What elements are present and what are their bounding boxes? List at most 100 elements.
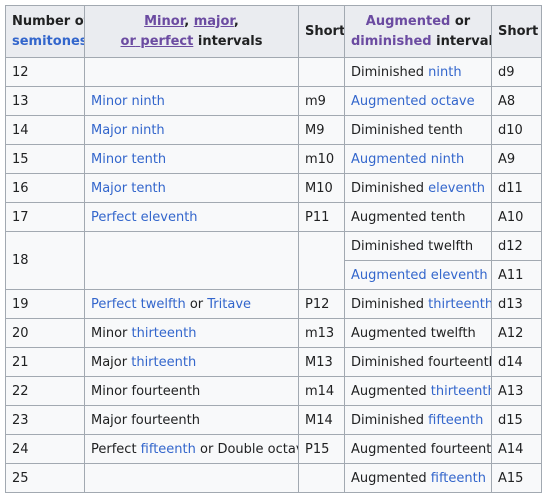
aug-dim-short-cell: A9 — [491, 144, 542, 174]
semitones-cell: 18 — [5, 231, 85, 290]
minor-major-short-cell: m14 — [298, 376, 345, 406]
minor-major-short-cell: P12 — [298, 289, 345, 319]
header-semitones: Number of semitones — [5, 5, 85, 58]
semitones-cell: 14 — [5, 115, 85, 145]
minor-major-link[interactable]: Perfect eleventh — [91, 209, 198, 225]
table-row: 17 Perfect eleventh P11 Augmented tenth A10 — [5, 202, 542, 232]
minor-major-cell: Major fourteenth — [84, 405, 299, 435]
header-perfect: perfect — [140, 33, 194, 49]
minor-major-cell — [84, 57, 299, 87]
minor-major-link[interactable]: Minor ninth — [91, 93, 165, 109]
semitones-cell: 16 — [5, 173, 85, 203]
table-row: 18 Diminished twelfth d12 — [5, 231, 542, 290]
table-row: 16 Major tenth M10 Diminished eleventh d11 — [5, 173, 542, 203]
minor-major-short-cell — [298, 463, 345, 493]
minor-major-cell: Major thirteenth — [84, 347, 299, 377]
table-row: 20 Minor thirteenth m13 Augmented twelfth A1… — [5, 318, 542, 348]
minor-major-link[interactable]: Major tenth — [91, 180, 166, 196]
aug-dim-link[interactable]: eleventh — [428, 180, 486, 196]
header-intervals-2: intervals — [436, 33, 490, 49]
minor-major-cell — [84, 463, 299, 493]
header-short-1: Short — [298, 5, 345, 58]
semitones-cell: 19 — [5, 289, 85, 319]
minor-major-link[interactable]: Tritave — [207, 296, 252, 312]
minor-major-link[interactable]: Perfect twelfth — [91, 296, 186, 312]
minor-major-cell: Perfect eleventh — [84, 202, 299, 232]
aug-dim-link[interactable]: fifteenth — [428, 412, 484, 428]
or-perfect-link[interactable]: or perfect — [121, 34, 194, 49]
diminished-link[interactable]: diminished — [351, 33, 432, 49]
aug-dim-short-cell: A11 — [491, 260, 542, 290]
header-or: or — [120, 33, 136, 49]
aug-dim-text: Diminished — [351, 180, 429, 196]
minor-major-link[interactable]: Minor tenth — [91, 151, 167, 167]
minor-major-link[interactable]: thirteenth — [131, 354, 197, 370]
minor-major-cell: Minor fourteenth — [84, 376, 299, 406]
aug-dim-short-cell: d13 — [491, 289, 542, 319]
semitones-cell: 13 — [5, 86, 85, 116]
minor-major-cell: Major tenth — [84, 173, 299, 203]
minor-major-cell: Major ninth — [84, 115, 299, 145]
minor-major-cell: Minor tenth — [84, 144, 299, 174]
aug-dim-cell: Diminished eleventh — [344, 173, 492, 203]
aug-dim-link[interactable]: thirteenth — [430, 383, 492, 399]
table-row: 12 Diminished ninth d9 — [5, 57, 542, 87]
minor-major-text: Minor — [91, 325, 132, 341]
aug-dim-text: Diminished fourteenth — [351, 354, 492, 370]
aug-dim-cell: Augmented twelfth — [344, 318, 492, 348]
aug-dim-text: Diminished — [351, 64, 429, 80]
semitones-cell: 12 — [5, 57, 85, 87]
aug-dim-text: Augmented tenth — [351, 209, 466, 225]
minor-major-text: Perfect — [91, 441, 141, 457]
aug-dim-link[interactable]: ninth — [428, 64, 462, 80]
header-short-2: Short — [491, 5, 542, 58]
aug-dim-link[interactable]: Augmented eleventh — [351, 267, 488, 283]
major-link[interactable]: major — [193, 14, 234, 29]
minor-major-short-cell — [298, 231, 345, 290]
aug-dim-cell: Augmented fourteenth — [344, 434, 492, 464]
aug-dim-cell: Augmented thirteenth — [344, 376, 492, 406]
minor-major-link[interactable]: fifteenth — [140, 441, 196, 457]
aug-dim-short-cell: d11 — [491, 173, 542, 203]
header-aug-dim: Augmented or diminished intervals — [344, 5, 492, 58]
header-row: Number of semitones Minor, major, or per… — [5, 5, 542, 58]
table-row: 25 Augmented fifteenth A15 — [5, 463, 542, 493]
semitones-cell: 23 — [5, 405, 85, 435]
minor-major-short-cell: P11 — [298, 202, 345, 232]
aug-dim-cell: Diminished fifteenth — [344, 405, 492, 435]
aug-dim-cell: Diminished ninth — [344, 57, 492, 87]
aug-dim-link[interactable]: fifteenth — [430, 470, 486, 486]
aug-dim-text: Diminished — [351, 412, 429, 428]
minor-major-short-cell: M13 — [298, 347, 345, 377]
minor-major-cell: Perfect fifteenth or Double octave — [84, 434, 299, 464]
aug-dim-link[interactable]: Augmented ninth — [351, 151, 465, 167]
aug-dim-cell: Diminished tenth — [344, 115, 492, 145]
augmented-link[interactable]: Augmented — [365, 14, 451, 29]
minor-major-text: or Double octave — [200, 441, 297, 457]
semitones-cell: 15 — [5, 144, 85, 174]
header-intervals: intervals — [197, 33, 263, 49]
header-or-2: or — [454, 14, 471, 29]
aug-dim-link[interactable]: Augmented octave — [351, 93, 475, 109]
minor-major-text: Minor fourteenth — [91, 383, 201, 399]
minor-major-short-cell: M9 — [298, 115, 345, 145]
minor-major-link[interactable]: Major ninth — [91, 122, 165, 138]
aug-dim-short-cell: d12 — [491, 231, 542, 261]
aug-dim-cell: Diminished twelfth — [344, 231, 492, 261]
minor-major-short-cell: m13 — [298, 318, 345, 348]
semitones-cell: 22 — [5, 376, 85, 406]
header-semitones-link[interactable]: semitones — [12, 33, 85, 49]
aug-dim-cell: Augmented octave — [344, 86, 492, 116]
minor-major-cell — [84, 231, 299, 290]
aug-dim-link[interactable]: thirteenth — [428, 296, 492, 312]
aug-dim-cell: Augmented eleventh — [344, 260, 492, 290]
aug-dim-short-cell: d9 — [491, 57, 542, 87]
minor-major-cell: Minor thirteenth — [84, 318, 299, 348]
minor-major-link[interactable]: thirteenth — [131, 325, 197, 341]
table-row: 23 Major fourteenth M14 Diminished fifteent… — [5, 405, 542, 435]
table-row: 22 Minor fourteenth m14 Augmented thirteent… — [5, 376, 542, 406]
semitones-cell: 17 — [5, 202, 85, 232]
table-row: 19 Perfect twelfth or Tritave P12 Diminishe… — [5, 289, 542, 319]
minor-link[interactable]: Minor — [144, 14, 185, 29]
aug-dim-text: Augmented — [351, 470, 431, 486]
